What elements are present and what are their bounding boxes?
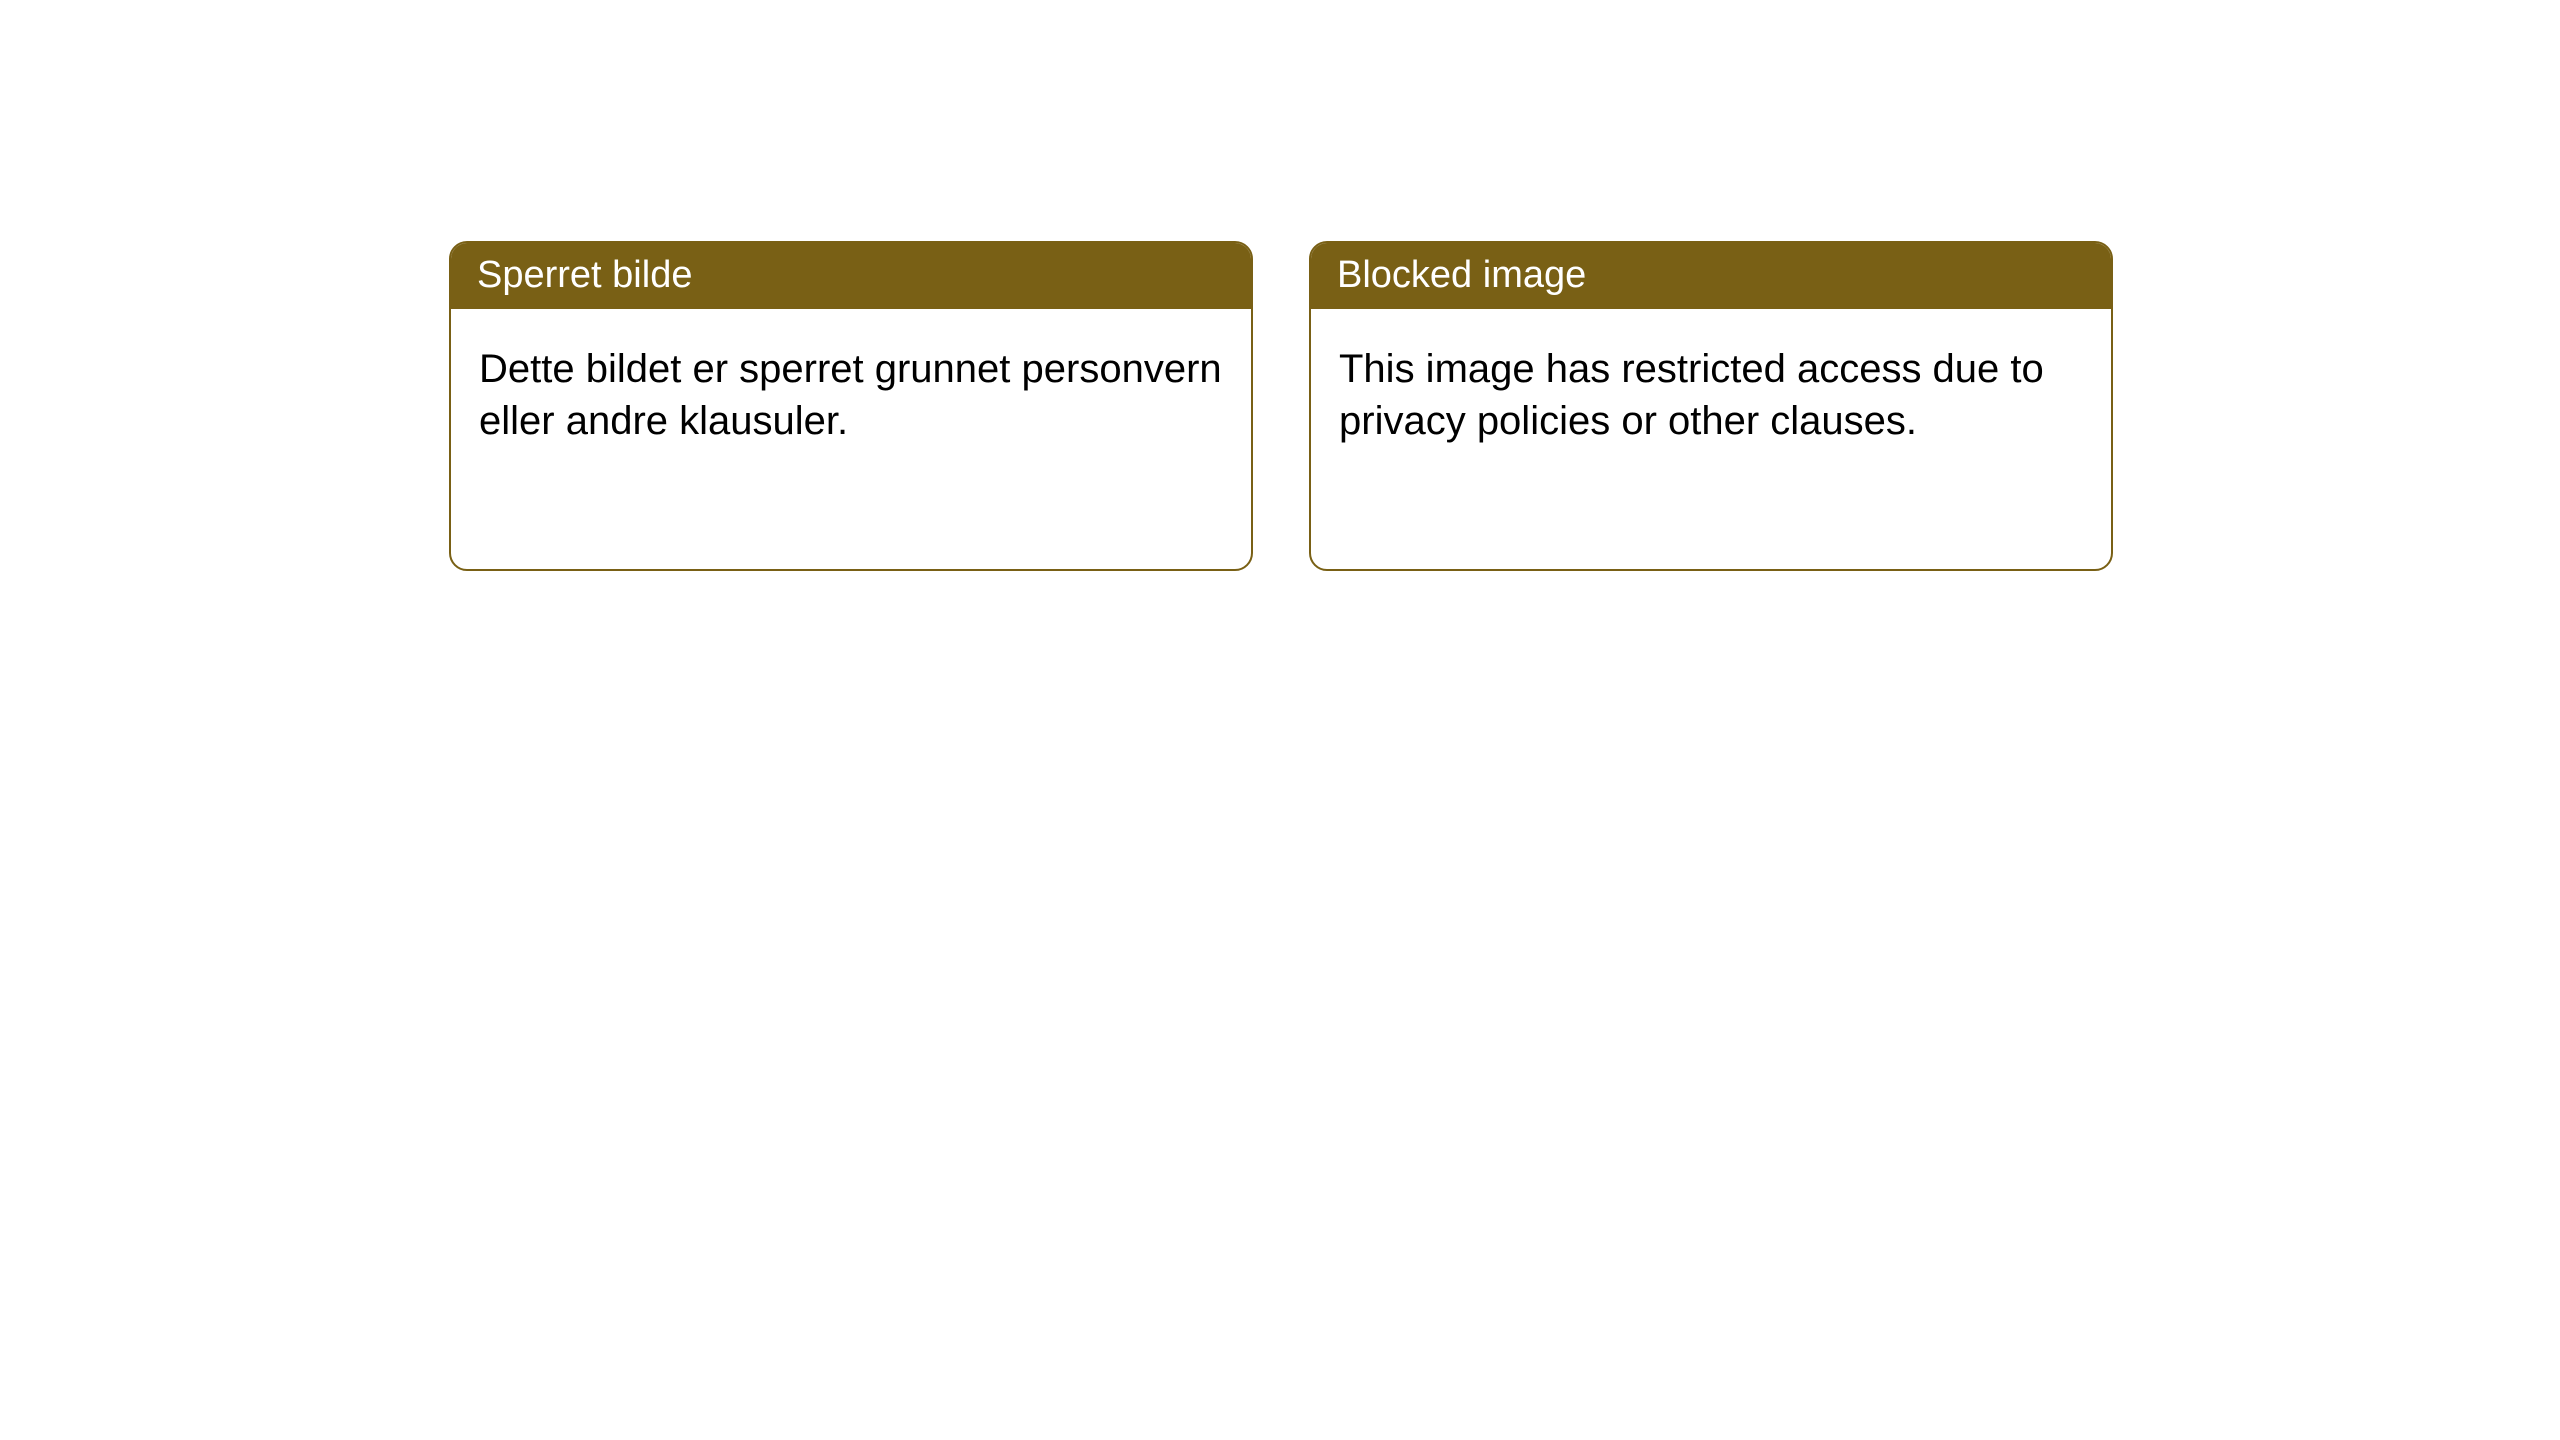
notice-card-english: Blocked image This image has restricted … [1309, 241, 2113, 571]
notice-card-norwegian: Sperret bilde Dette bildet er sperret gr… [449, 241, 1253, 571]
notice-header: Sperret bilde [451, 243, 1251, 309]
notice-body: Dette bildet er sperret grunnet personve… [451, 309, 1251, 569]
notice-body-text: Dette bildet er sperret grunnet personve… [479, 347, 1222, 443]
notice-header: Blocked image [1311, 243, 2111, 309]
notice-container: Sperret bilde Dette bildet er sperret gr… [449, 241, 2113, 571]
notice-header-text: Sperret bilde [477, 254, 692, 296]
notice-body: This image has restricted access due to … [1311, 309, 2111, 569]
notice-header-text: Blocked image [1337, 254, 1586, 296]
notice-body-text: This image has restricted access due to … [1339, 347, 2044, 443]
